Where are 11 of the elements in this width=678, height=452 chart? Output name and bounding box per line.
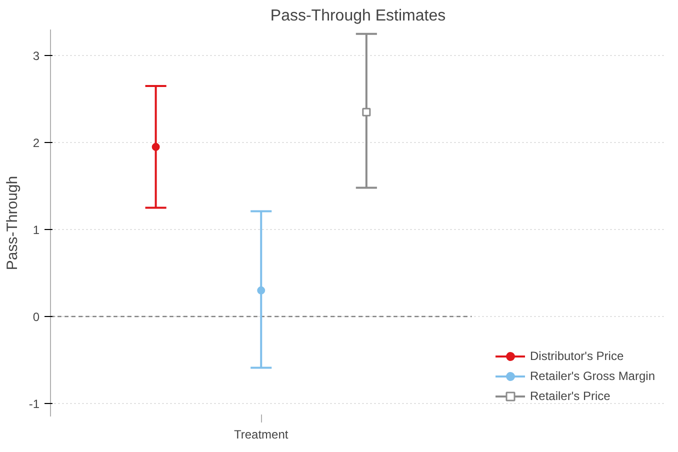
legend-label: Retailer's Gross Margin <box>530 369 655 383</box>
y-axis-title: Pass-Through <box>4 176 21 270</box>
legend-label: Distributor's Price <box>530 349 624 363</box>
y-tick-label: 1 <box>32 223 40 238</box>
y-tick-label: 0 <box>32 310 40 324</box>
x-tick-label: Treatment <box>234 428 289 442</box>
y-tick-label: 3 <box>32 49 40 64</box>
chart-title: Pass-Through Estimates <box>270 8 446 24</box>
legend-label: Retailer's Price <box>530 389 610 403</box>
y-tick-label: -1 <box>28 396 40 411</box>
y-tick-label: 2 <box>32 136 40 150</box>
